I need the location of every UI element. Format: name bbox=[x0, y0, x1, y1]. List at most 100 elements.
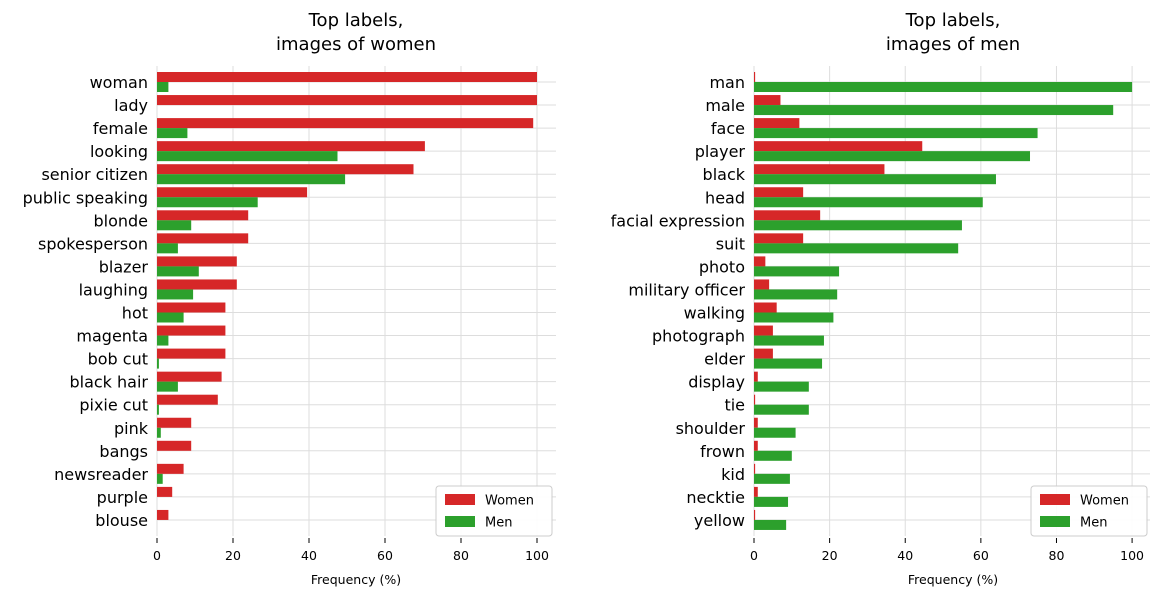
bar-men-photo bbox=[754, 266, 840, 277]
chart-panel-1: Top labels, images of women 0 20 40 60 80 100 wo… bbox=[23, 10, 556, 587]
bar-women-black bbox=[754, 164, 885, 175]
legend-label-men: Men bbox=[1080, 516, 1107, 531]
bar-women-military-officer bbox=[754, 279, 770, 290]
bar-women-display bbox=[754, 371, 758, 382]
chart-title-line2: images of men bbox=[886, 34, 1020, 55]
category-label: tie bbox=[724, 396, 745, 415]
x-tick-label: 20 bbox=[225, 548, 241, 563]
chart-panel-2: Top labels, images of men 0 20 40 60 80 100 man m… bbox=[611, 10, 1150, 587]
bar-women-male bbox=[754, 95, 781, 106]
category-label: black hair bbox=[69, 373, 148, 392]
bar-women-photograph bbox=[754, 325, 773, 336]
bar-men-spokesperson bbox=[157, 243, 178, 254]
bar-women-bangs bbox=[157, 440, 192, 451]
bar-women-magenta bbox=[157, 325, 226, 336]
bar-women-blonde bbox=[157, 210, 249, 221]
x-tick-label: 20 bbox=[822, 548, 838, 563]
x-tick-label: 100 bbox=[525, 548, 549, 563]
bar-women-player bbox=[754, 141, 923, 152]
bar-men-woman bbox=[157, 82, 169, 92]
chart-title-line1: Top labels, bbox=[905, 10, 1001, 31]
category-label: yellow bbox=[694, 511, 745, 530]
x-tick-label: 60 bbox=[973, 548, 989, 563]
category-label: frown bbox=[700, 442, 745, 461]
bar-women-senior-citizen bbox=[157, 164, 414, 175]
legend-label-women: Women bbox=[1080, 494, 1129, 509]
bar-men-man bbox=[754, 82, 1133, 92]
bar-men-tie bbox=[754, 404, 809, 415]
category-label: newsreader bbox=[54, 465, 148, 484]
x-tick-label: 40 bbox=[897, 548, 913, 563]
category-label: shoulder bbox=[676, 419, 746, 438]
x-tick-label: 80 bbox=[453, 548, 469, 563]
category-label: player bbox=[695, 142, 746, 161]
bar-women-man bbox=[754, 72, 756, 82]
bar-women-female bbox=[157, 118, 534, 129]
bar-men-shoulder bbox=[754, 427, 796, 438]
category-label: kid bbox=[721, 465, 745, 484]
bar-women-shoulder bbox=[754, 417, 758, 428]
category-label: spokesperson bbox=[38, 234, 148, 253]
category-label: blonde bbox=[93, 211, 148, 230]
category-label: lady bbox=[114, 96, 148, 115]
legend-label-men: Men bbox=[485, 516, 512, 531]
bar-men-walking bbox=[754, 312, 834, 323]
category-label: female bbox=[93, 119, 148, 138]
bar-women-yellow bbox=[754, 509, 756, 520]
legend-swatch-men bbox=[445, 516, 475, 527]
bar-women-pink bbox=[157, 417, 192, 428]
bar-women-purple bbox=[157, 486, 173, 497]
category-label: photograph bbox=[652, 327, 745, 346]
category-label: photo bbox=[699, 257, 745, 276]
bar-men-photograph bbox=[754, 335, 824, 346]
chart-title-line1: Top labels, bbox=[308, 10, 404, 31]
x-tick-label: 0 bbox=[750, 548, 758, 563]
bar-women-head bbox=[754, 187, 804, 198]
x-axis-label: Frequency (%) bbox=[908, 572, 998, 587]
bar-women-spokesperson bbox=[157, 233, 249, 244]
bar-men-suit bbox=[754, 243, 959, 254]
category-label: magenta bbox=[76, 327, 148, 346]
bar-women-woman bbox=[157, 72, 537, 82]
bar-women-photo bbox=[754, 256, 766, 267]
bar-men-newsreader bbox=[157, 473, 163, 484]
bar-men-blazer bbox=[157, 266, 199, 277]
category-label: head bbox=[705, 188, 745, 207]
bar-women-pixie-cut bbox=[157, 394, 218, 405]
bar-men-hot bbox=[157, 312, 184, 323]
bar-men-looking bbox=[157, 151, 338, 162]
bar-women-facial-expression bbox=[754, 210, 821, 221]
category-label: display bbox=[688, 373, 745, 392]
bar-men-head bbox=[754, 197, 983, 208]
bar-women-looking bbox=[157, 141, 425, 152]
bar-men-laughing bbox=[157, 289, 194, 300]
category-label: hot bbox=[122, 304, 148, 323]
bar-men-display bbox=[754, 381, 809, 392]
bar-women-necktie bbox=[754, 486, 758, 497]
category-label: facial expression bbox=[611, 211, 745, 230]
chart-title-line2: images of women bbox=[276, 34, 436, 55]
bar-women-blazer bbox=[157, 256, 237, 267]
category-label: military officer bbox=[628, 280, 745, 299]
legend-swatch-men bbox=[1040, 516, 1070, 527]
bar-men-yellow bbox=[754, 519, 787, 530]
category-label: blouse bbox=[95, 511, 148, 530]
category-label: laughing bbox=[79, 280, 148, 299]
category-label: bangs bbox=[99, 442, 148, 461]
bar-men-magenta bbox=[157, 335, 169, 346]
category-label: woman bbox=[90, 73, 148, 92]
bar-women-tie bbox=[754, 394, 756, 405]
bar-women-face bbox=[754, 118, 800, 129]
category-label: suit bbox=[716, 234, 745, 253]
bar-men-pixie-cut bbox=[157, 404, 159, 415]
category-label: black bbox=[703, 165, 746, 184]
bar-men-male bbox=[754, 105, 1114, 116]
x-tick-label: 40 bbox=[301, 548, 317, 563]
bar-women-laughing bbox=[157, 279, 237, 290]
category-label: blazer bbox=[99, 257, 149, 276]
category-label: male bbox=[705, 96, 745, 115]
x-tick-label: 0 bbox=[153, 548, 161, 563]
bar-men-pink bbox=[157, 427, 161, 438]
x-tick-label: 60 bbox=[377, 548, 393, 563]
bar-men-face bbox=[754, 128, 1038, 139]
